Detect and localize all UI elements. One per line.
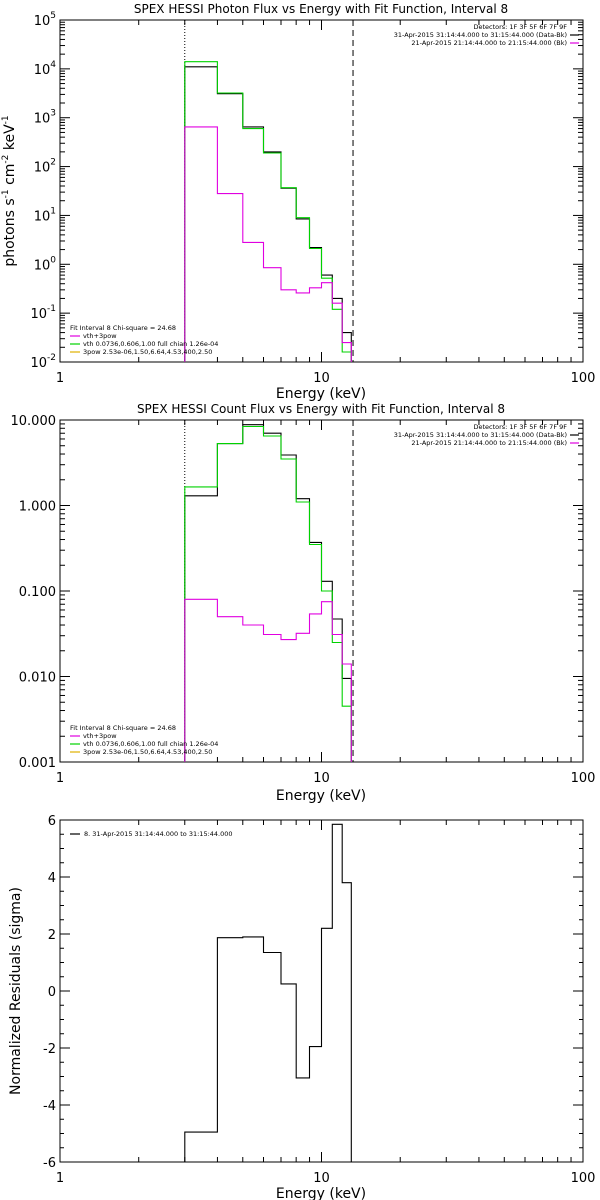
y-tick-label: 0.001 [19, 756, 56, 771]
legend-text: 3pow 2.53e-06,1.50,6.64,4.53,400,2.50 [83, 348, 212, 356]
y-tick-label: 10-2 [30, 353, 56, 371]
legend-text: 31-Apr-2015 31:14:44.000 to 31:15:44.000… [394, 31, 567, 39]
y-tick-label: 10.000 [11, 414, 57, 429]
x-axis-label: Energy (keV) [276, 386, 366, 402]
y-tick-label: -2 [43, 1042, 56, 1057]
count-flux-panel: SPEX HESSI Count Flux vs Energy with Fit… [11, 402, 596, 804]
y-tick-label: 4 [48, 871, 56, 886]
x-tick-label: 10 [313, 771, 330, 786]
legend-text: 8. 31-Apr-2015 31:14:44.000 to 31:15:44.… [84, 830, 233, 838]
legend-text: vth+3pow [83, 732, 117, 740]
legend-text: 21-Apr-2015 21:14:44.000 to 21:15:44.000… [411, 439, 567, 447]
y-tick-label: 102 [34, 158, 56, 176]
series-line [184, 425, 352, 762]
chart-title: SPEX HESSI Photon Flux vs Energy with Fi… [134, 2, 508, 16]
y-tick-label: 0.100 [19, 585, 56, 600]
y-tick-label: 1.000 [19, 500, 56, 515]
legend-text: vth 0.0736,0.606,1.00 full chian 1.26e-0… [83, 740, 218, 748]
y-tick-label: 100 [34, 255, 57, 273]
x-tick-label: 1 [56, 771, 64, 786]
series-line [184, 424, 352, 762]
residuals-panel: Energy (keV) Normalized Residuals (sigma… [8, 814, 595, 1200]
y-tick-label: -4 [43, 1099, 56, 1114]
series-line [184, 66, 352, 362]
x-tick-label: 100 [571, 771, 596, 786]
legend-text: Fit Interval 8 Chi-square = 24.68 [70, 324, 176, 332]
y-tick-label: -6 [43, 1156, 56, 1171]
series-line [184, 598, 352, 762]
legend-text: 31-Apr-2015 31:14:44.000 to 31:15:44.000… [394, 431, 567, 439]
legend-text: Detectors: 1F 3F 5F 6F 7F 9F [473, 23, 567, 31]
y-tick-label: 101 [34, 206, 56, 224]
legend-text: Detectors: 1F 3F 5F 6F 7F 9F [473, 423, 567, 431]
x-tick-label: 10 [313, 1171, 330, 1186]
legend-text: 3pow 2.53e-06,1.50,6.64,4.53,400,2.50 [83, 748, 212, 756]
x-axis-label: Energy (keV) [276, 1186, 366, 1200]
legend-text: 21-Apr-2015 21:14:44.000 to 21:15:44.000… [411, 39, 567, 47]
y-tick-label: 0 [48, 985, 56, 1000]
y-tick-label: 2 [48, 928, 56, 943]
photon-flux-panel: SPEX HESSI Photon Flux vs Energy with Fi… [1, 2, 595, 402]
y-axis-label: Normalized Residuals (sigma) [8, 887, 24, 1095]
series-line [184, 823, 352, 1162]
legend-text: vth+3pow [83, 332, 117, 340]
series-line [184, 61, 352, 362]
y-axis-label: photons s-1 cm-2 keV-1 [1, 115, 18, 266]
x-tick-label: 1 [56, 1171, 64, 1186]
y-tick-label: 103 [34, 109, 56, 127]
legend-text: Fit Interval 8 Chi-square = 24.68 [70, 724, 176, 732]
chart-title: SPEX HESSI Count Flux vs Energy with Fit… [137, 402, 505, 416]
x-axis-label: Energy (keV) [276, 788, 366, 804]
x-tick-label: 100 [571, 371, 596, 386]
legend-text: vth 0.0736,0.606,1.00 full chian 1.26e-0… [83, 340, 218, 348]
x-tick-label: 100 [571, 1171, 596, 1186]
y-tick-label: 6 [48, 814, 56, 829]
series-line [184, 126, 352, 362]
plot-frame [59, 19, 584, 363]
y-tick-label: 105 [34, 11, 56, 29]
y-tick-label: 104 [34, 60, 57, 78]
x-tick-label: 10 [313, 371, 330, 386]
x-tick-label: 1 [56, 371, 64, 386]
y-tick-label: 0.010 [19, 671, 56, 686]
y-tick-label: 10-1 [30, 304, 56, 322]
